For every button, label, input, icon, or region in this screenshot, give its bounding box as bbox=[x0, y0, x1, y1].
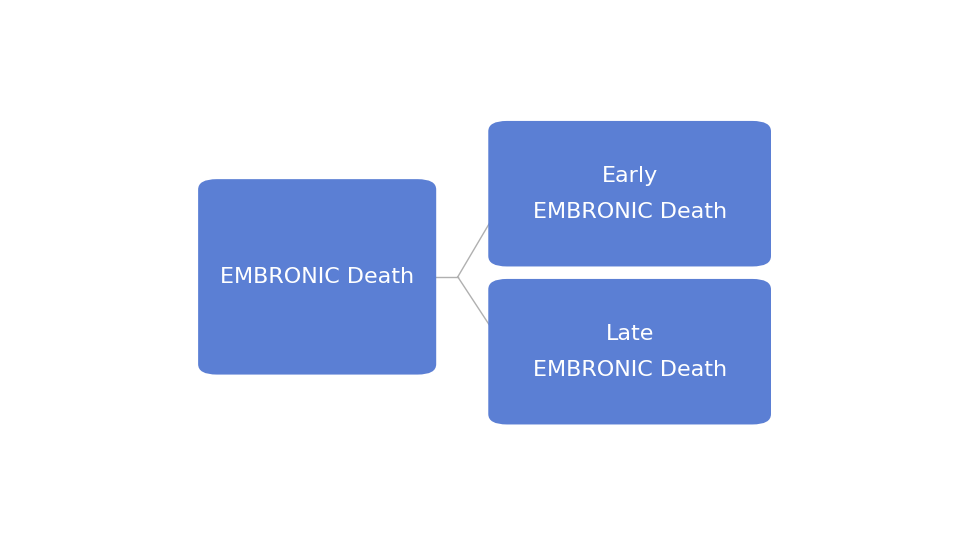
FancyBboxPatch shape bbox=[489, 279, 771, 424]
Text: EMBRONIC Death: EMBRONIC Death bbox=[220, 267, 414, 287]
FancyBboxPatch shape bbox=[489, 121, 771, 266]
Text: Late
EMBRONIC Death: Late EMBRONIC Death bbox=[533, 323, 727, 380]
FancyBboxPatch shape bbox=[198, 179, 436, 375]
Text: Early
EMBRONIC Death: Early EMBRONIC Death bbox=[533, 166, 727, 222]
